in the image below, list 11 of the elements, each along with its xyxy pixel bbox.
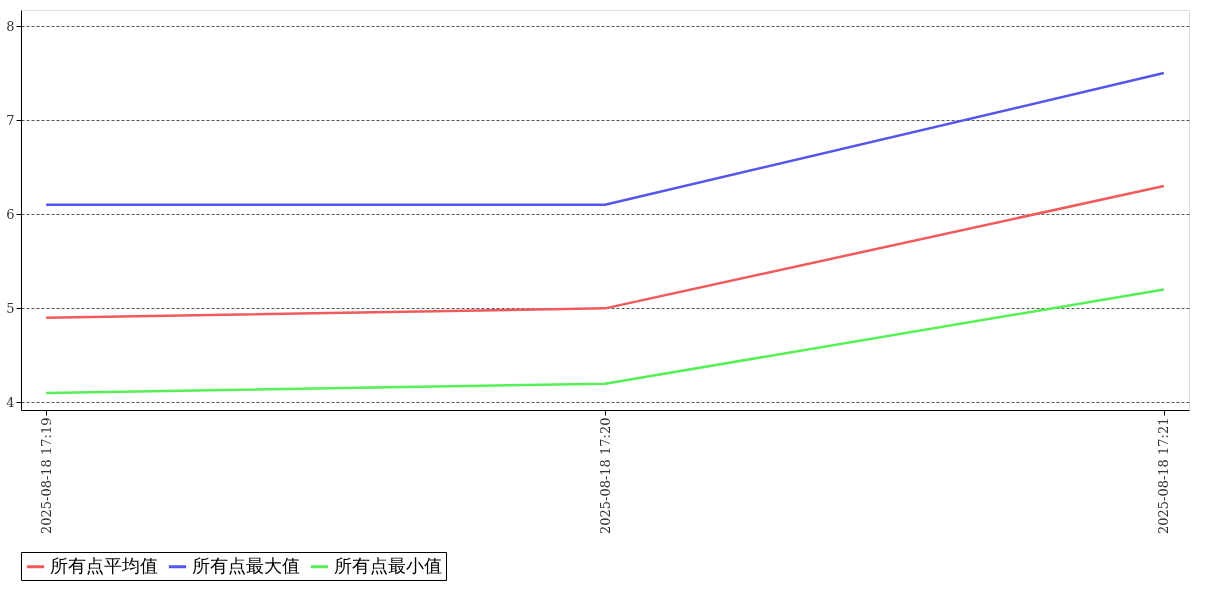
- y-tick-label: 4: [6, 394, 15, 410]
- x-tick-label: 2025-08-18 17:19: [38, 417, 54, 535]
- y-tick-label: 8: [6, 18, 15, 34]
- legend-label: 所有点平均值: [50, 554, 158, 576]
- x-tick-label: 2025-08-18 17:21: [1156, 417, 1172, 535]
- legend-label: 所有点最大值: [192, 554, 300, 576]
- y-tick-label: 6: [6, 206, 15, 222]
- y-tick-label: 7: [6, 112, 15, 128]
- x-tick-label: 2025-08-18 17:20: [597, 417, 613, 535]
- legend-label: 所有点最小值: [334, 554, 442, 576]
- y-tick-label: 5: [6, 300, 15, 316]
